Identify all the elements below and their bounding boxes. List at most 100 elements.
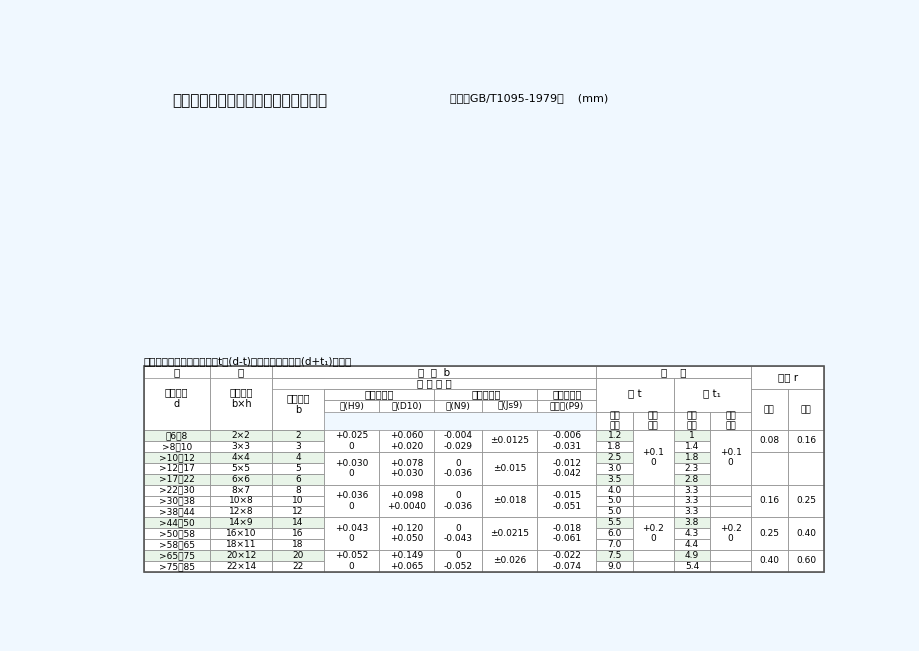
- Text: 0.08: 0.08: [758, 436, 778, 445]
- Text: 5: 5: [295, 464, 301, 473]
- Text: >12～17: >12～17: [159, 464, 195, 473]
- FancyBboxPatch shape: [143, 430, 210, 441]
- FancyBboxPatch shape: [596, 474, 632, 484]
- FancyBboxPatch shape: [673, 474, 709, 484]
- Text: 3.0: 3.0: [607, 464, 621, 473]
- Text: ±0.026: ±0.026: [493, 557, 526, 566]
- Text: +0.025
0: +0.025 0: [335, 431, 368, 450]
- FancyBboxPatch shape: [482, 550, 537, 572]
- FancyBboxPatch shape: [143, 463, 210, 474]
- FancyBboxPatch shape: [787, 452, 823, 484]
- Text: 1.2: 1.2: [607, 431, 621, 440]
- FancyBboxPatch shape: [143, 495, 210, 506]
- FancyBboxPatch shape: [537, 389, 596, 400]
- Text: 7.5: 7.5: [607, 551, 621, 560]
- Text: 公称尺寸
b: 公称尺寸 b: [286, 393, 310, 415]
- FancyBboxPatch shape: [210, 452, 272, 463]
- FancyBboxPatch shape: [272, 506, 323, 518]
- Text: ±0.018: ±0.018: [493, 497, 526, 505]
- FancyBboxPatch shape: [709, 430, 750, 484]
- Text: 半径 r: 半径 r: [777, 372, 797, 383]
- Text: 20: 20: [292, 551, 303, 560]
- FancyBboxPatch shape: [272, 484, 323, 495]
- Text: 18×11: 18×11: [225, 540, 256, 549]
- FancyBboxPatch shape: [673, 463, 709, 474]
- FancyBboxPatch shape: [537, 518, 596, 550]
- FancyBboxPatch shape: [272, 495, 323, 506]
- FancyBboxPatch shape: [787, 550, 823, 572]
- FancyBboxPatch shape: [323, 400, 379, 411]
- FancyBboxPatch shape: [379, 452, 434, 484]
- Text: 0.25: 0.25: [795, 497, 815, 505]
- FancyBboxPatch shape: [210, 484, 272, 495]
- FancyBboxPatch shape: [210, 367, 272, 378]
- Text: >10～12: >10～12: [159, 453, 195, 462]
- FancyBboxPatch shape: [673, 495, 709, 506]
- Text: 5.0: 5.0: [607, 507, 621, 516]
- Text: 14: 14: [292, 518, 303, 527]
- FancyBboxPatch shape: [210, 495, 272, 506]
- FancyBboxPatch shape: [537, 550, 596, 572]
- FancyBboxPatch shape: [143, 506, 210, 518]
- FancyBboxPatch shape: [596, 411, 632, 430]
- FancyBboxPatch shape: [596, 441, 632, 452]
- FancyBboxPatch shape: [434, 550, 482, 572]
- FancyBboxPatch shape: [673, 430, 709, 441]
- FancyBboxPatch shape: [632, 561, 673, 572]
- Text: 公称
尺寸: 公称 尺寸: [608, 411, 619, 430]
- FancyBboxPatch shape: [750, 452, 787, 484]
- Text: 键: 键: [238, 367, 244, 377]
- Text: 5.5: 5.5: [607, 518, 621, 527]
- FancyBboxPatch shape: [323, 430, 379, 452]
- Text: 最大: 最大: [800, 405, 811, 414]
- FancyBboxPatch shape: [632, 484, 673, 495]
- Text: 较紧键联接: 较紧键联接: [551, 389, 581, 400]
- Text: >8～10: >8～10: [162, 442, 191, 451]
- Text: +0.2
0: +0.2 0: [641, 524, 664, 544]
- Text: 最小: 最小: [763, 405, 774, 414]
- FancyBboxPatch shape: [482, 518, 537, 550]
- Text: 22: 22: [292, 562, 303, 571]
- FancyBboxPatch shape: [143, 539, 210, 550]
- FancyBboxPatch shape: [537, 484, 596, 518]
- FancyBboxPatch shape: [272, 539, 323, 550]
- FancyBboxPatch shape: [709, 506, 750, 518]
- FancyBboxPatch shape: [210, 561, 272, 572]
- Text: >30～38: >30～38: [158, 497, 195, 505]
- Text: 4: 4: [295, 453, 301, 462]
- FancyBboxPatch shape: [632, 506, 673, 518]
- FancyBboxPatch shape: [272, 474, 323, 484]
- Text: 6.0: 6.0: [607, 529, 621, 538]
- Text: 18: 18: [292, 540, 303, 549]
- Text: -0.006
-0.031: -0.006 -0.031: [551, 431, 581, 450]
- FancyBboxPatch shape: [434, 484, 482, 518]
- FancyBboxPatch shape: [709, 561, 750, 572]
- Text: 5×5: 5×5: [232, 464, 250, 473]
- Text: >50～58: >50～58: [158, 529, 195, 538]
- Text: 1.8: 1.8: [607, 442, 621, 451]
- FancyBboxPatch shape: [596, 518, 632, 528]
- Text: 毂(Js9): 毂(Js9): [496, 402, 522, 410]
- FancyBboxPatch shape: [272, 550, 323, 561]
- Text: >38～44: >38～44: [159, 507, 194, 516]
- Text: 极 限 偏 差: 极 限 偏 差: [416, 378, 451, 388]
- FancyBboxPatch shape: [537, 400, 596, 411]
- FancyBboxPatch shape: [323, 550, 379, 572]
- FancyBboxPatch shape: [272, 378, 323, 430]
- FancyBboxPatch shape: [596, 452, 632, 463]
- FancyBboxPatch shape: [434, 389, 537, 400]
- FancyBboxPatch shape: [143, 550, 210, 561]
- FancyBboxPatch shape: [379, 400, 434, 411]
- FancyBboxPatch shape: [709, 484, 750, 495]
- FancyBboxPatch shape: [632, 518, 673, 550]
- Text: 0.40: 0.40: [795, 529, 815, 538]
- Text: +0.2
0: +0.2 0: [719, 524, 741, 544]
- Text: 一般键联接: 一般键联接: [471, 389, 500, 400]
- Text: 20×12: 20×12: [226, 551, 255, 560]
- Text: 3: 3: [295, 442, 301, 451]
- FancyBboxPatch shape: [272, 463, 323, 474]
- Text: 深    度: 深 度: [660, 367, 686, 377]
- FancyBboxPatch shape: [632, 495, 673, 506]
- FancyBboxPatch shape: [709, 550, 750, 561]
- Text: 6×6: 6×6: [232, 475, 250, 484]
